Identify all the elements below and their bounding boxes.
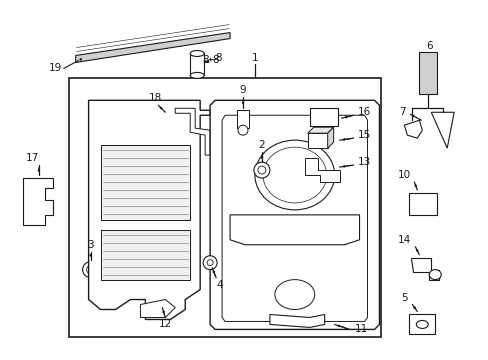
Polygon shape [307, 127, 333, 133]
Text: 17: 17 [26, 153, 40, 163]
Text: 2: 2 [258, 140, 264, 150]
Bar [408, 315, 434, 334]
Text: 10: 10 [397, 170, 410, 180]
Ellipse shape [263, 147, 326, 203]
Bar [68, 78, 381, 337]
Ellipse shape [203, 256, 217, 270]
Ellipse shape [190, 50, 203, 57]
Polygon shape [76, 32, 229, 62]
Polygon shape [410, 258, 438, 280]
Ellipse shape [274, 280, 314, 310]
Bar [408, 193, 436, 215]
Polygon shape [229, 215, 359, 245]
Text: 15: 15 [357, 130, 370, 140]
Polygon shape [23, 178, 53, 225]
Text: 16: 16 [357, 107, 370, 117]
Polygon shape [140, 300, 175, 318]
Bar [237, 110, 248, 128]
Text: 8←: 8← [202, 55, 217, 66]
Ellipse shape [190, 72, 203, 78]
Polygon shape [327, 127, 333, 148]
Polygon shape [210, 100, 379, 329]
Bar [419, 53, 436, 94]
Text: 13: 13 [357, 157, 370, 167]
Text: 19: 19 [49, 63, 62, 73]
Polygon shape [304, 158, 339, 182]
Ellipse shape [428, 270, 440, 280]
Ellipse shape [86, 266, 94, 274]
Ellipse shape [82, 262, 99, 278]
Text: 14: 14 [397, 235, 410, 245]
Bar [101, 145, 190, 220]
Ellipse shape [254, 140, 334, 210]
Text: 3: 3 [87, 240, 94, 250]
Polygon shape [222, 115, 367, 321]
Ellipse shape [258, 166, 265, 174]
Polygon shape [307, 133, 327, 148]
Text: 6: 6 [425, 41, 432, 50]
Bar [309, 108, 337, 126]
Bar [190, 54, 203, 75]
Text: 8: 8 [211, 55, 218, 66]
Ellipse shape [253, 162, 269, 178]
Text: 9: 9 [239, 85, 246, 95]
Polygon shape [430, 112, 453, 148]
Text: 12: 12 [159, 319, 172, 329]
Text: 4: 4 [216, 280, 223, 289]
Text: 5: 5 [400, 293, 407, 302]
Ellipse shape [415, 320, 427, 328]
Ellipse shape [238, 125, 247, 135]
Polygon shape [88, 100, 210, 319]
Text: 11: 11 [354, 324, 367, 334]
Bar [101, 230, 190, 280]
Text: 8: 8 [214, 54, 221, 63]
Polygon shape [404, 120, 422, 138]
Ellipse shape [207, 260, 213, 266]
Text: 18: 18 [148, 93, 162, 103]
Polygon shape [269, 315, 324, 328]
Text: 1: 1 [251, 54, 258, 63]
Polygon shape [175, 108, 210, 155]
Text: 7: 7 [398, 107, 405, 117]
